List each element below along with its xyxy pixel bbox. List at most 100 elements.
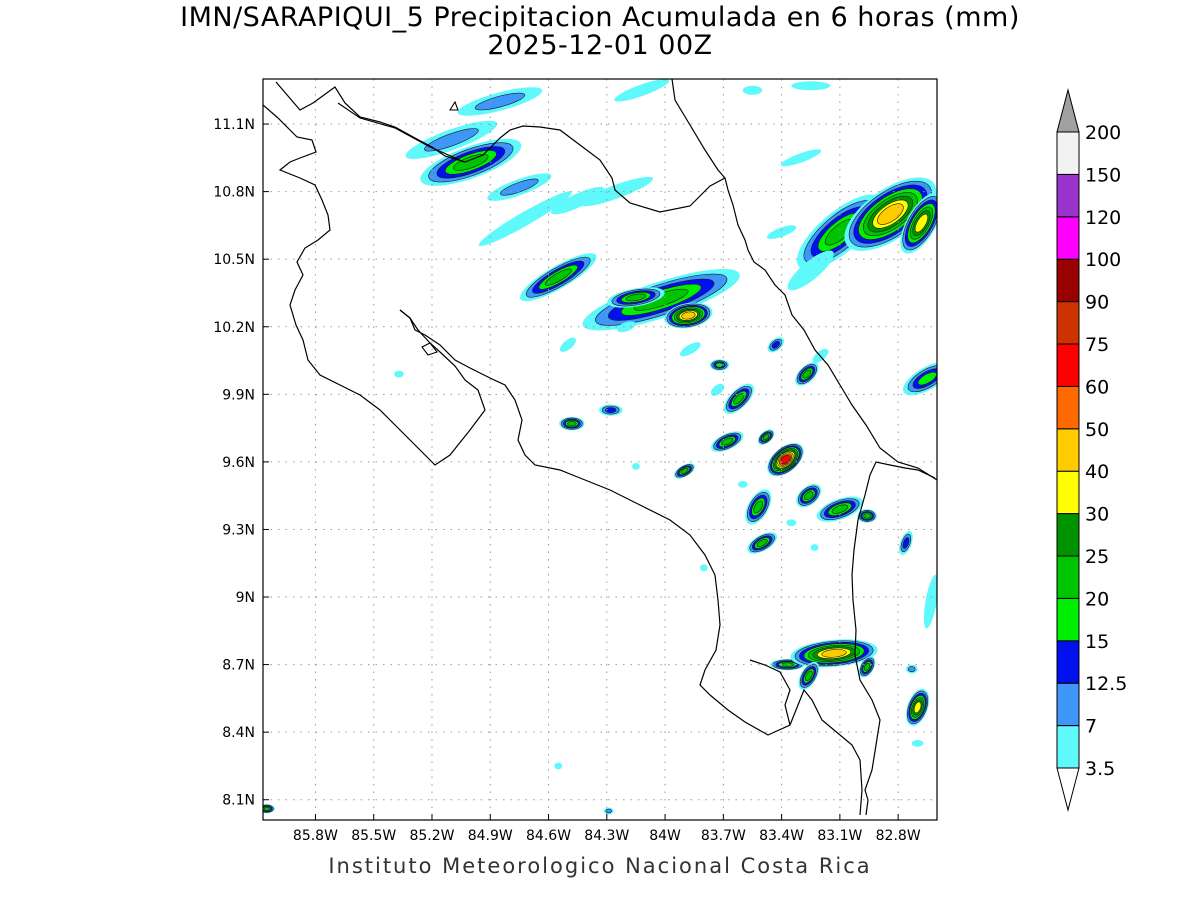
- precip-contour-band: [453, 153, 489, 171]
- precip-contour-band: [804, 670, 813, 681]
- precip-contour-band: [474, 92, 526, 111]
- precip-contour-band: [478, 191, 572, 246]
- precip-cell: [780, 149, 822, 167]
- nicaragua-border: [275, 81, 726, 213]
- longitude-axis-labels: 85.8W 85.5W 85.2W 84.9W 84.6W 84.3W 84W 83.7W 83…: [293, 828, 921, 844]
- colorbar-level-label: 100: [1085, 249, 1121, 271]
- precip-cell: [900, 192, 937, 254]
- precip-cell: [747, 532, 778, 554]
- precip-contour-band: [605, 407, 617, 413]
- precip-cell: [745, 489, 772, 525]
- lon-tick-label: 82.8W: [876, 828, 921, 844]
- precip-cell: [786, 519, 797, 527]
- colorbar-swatch: [1056, 428, 1080, 472]
- lon-tick-label: 83.1W: [817, 828, 862, 844]
- precip-cell: [816, 496, 863, 522]
- colorbar-swatch: [1056, 597, 1080, 642]
- colorbar-bottom-arrow: [1056, 767, 1080, 812]
- lon-tick-label: 85.2W: [409, 828, 454, 844]
- precip-contour-band: [771, 341, 780, 349]
- lat-tick-label: 10.2N: [213, 320, 255, 336]
- lat-tick-label: 8.4N: [222, 725, 255, 741]
- precip-contour-band: [680, 467, 689, 474]
- precip-contour-band: [913, 701, 922, 714]
- precip-cell: [616, 321, 636, 333]
- precip-contour-band: [679, 342, 701, 357]
- precip-cell: [757, 429, 775, 445]
- precip-cell: [405, 120, 498, 159]
- precip-contour-band: [700, 564, 708, 572]
- lat-tick-label: 9.3N: [222, 522, 255, 538]
- precip-contour-band: [780, 149, 822, 167]
- precip-cell: [599, 404, 623, 416]
- colorbar-swatch: [1056, 555, 1080, 599]
- precip-cell: [478, 191, 572, 246]
- colorbar-swatch: [1056, 216, 1080, 260]
- precip-cell: [519, 253, 597, 302]
- colorbar-swatch: [1056, 301, 1080, 345]
- lat-tick-label: 9.9N: [222, 387, 255, 403]
- precip-contour-band: [551, 186, 605, 215]
- precip-contour-band: [632, 463, 640, 470]
- precip-contour-band: [721, 437, 734, 446]
- precip-contour-band: [567, 420, 577, 427]
- lat-tick-label: 10.5N: [213, 252, 255, 268]
- precip-contour-band: [804, 491, 814, 500]
- colorbar-swatch: [1056, 682, 1080, 727]
- panama-border: [851, 461, 936, 816]
- precip-cell: [709, 359, 730, 371]
- lat-tick-label: 11.1N: [213, 117, 255, 133]
- colorbar-level-label: 150: [1085, 164, 1121, 186]
- precip-cell: [664, 302, 713, 329]
- precip-cell: [905, 688, 930, 726]
- colorbar-swatch: [1056, 131, 1080, 175]
- precip-contour-band: [424, 128, 479, 152]
- colorbar-level-label: 15: [1085, 631, 1109, 653]
- footer-credit: Instituto Meteorologico Nacional Costa R…: [328, 854, 872, 878]
- precip-cell: [582, 268, 740, 331]
- precip-contour-band: [500, 178, 539, 196]
- colorbar-level-label: 50: [1085, 419, 1109, 441]
- map-subtitle-datetime: 2025-12-01 00Z: [487, 30, 713, 61]
- precip-contour-band: [923, 574, 937, 629]
- precip-cell: [614, 79, 670, 102]
- precip-contour-band: [831, 504, 849, 514]
- precip-cell: [559, 337, 576, 352]
- osa-peninsula: [749, 659, 791, 726]
- precip-contour-band: [911, 740, 924, 747]
- precip-contour-band: [614, 79, 670, 102]
- lon-tick-label: 85.5W: [351, 828, 396, 844]
- precip-cell: [559, 416, 585, 431]
- precip-contour-band: [821, 649, 847, 658]
- precip-cell: [767, 442, 804, 477]
- precip-contour-band: [263, 806, 270, 811]
- lat-tick-label: 8.1N: [222, 793, 255, 809]
- precip-contour-band: [787, 250, 834, 291]
- precip-cell: [911, 740, 924, 747]
- colorbar-swatch: [1056, 470, 1080, 515]
- map-frame: [262, 78, 938, 821]
- colorbar-level-label: 25: [1085, 546, 1109, 568]
- lon-tick-label: 83.7W: [701, 828, 746, 844]
- nicaragua-caribbean-coast: [671, 79, 729, 191]
- colorbar-swatch: [1056, 343, 1080, 387]
- precip-contour-band: [780, 454, 791, 465]
- colorbar-level-label: 40: [1085, 461, 1109, 483]
- colorbar-level-label: 30: [1085, 504, 1109, 526]
- precip-contour-band: [791, 81, 831, 91]
- nicoya-gulf-coast: [399, 309, 863, 816]
- precip-contour-band: [863, 513, 871, 519]
- precip-cell: [554, 762, 563, 770]
- colorbar-swatch: [1056, 640, 1080, 684]
- precip-contour-band: [917, 371, 937, 386]
- precip-cell: [487, 173, 552, 201]
- colorbar-swatch: [1056, 173, 1080, 218]
- lon-tick-label: 85.8W: [293, 828, 338, 844]
- colorbar-level-label: 20: [1085, 588, 1109, 610]
- precip-cell: [857, 509, 877, 523]
- lake-islands: [421, 342, 438, 356]
- precip-contour-band: [753, 500, 764, 514]
- colorbar-swatch: [1056, 385, 1080, 430]
